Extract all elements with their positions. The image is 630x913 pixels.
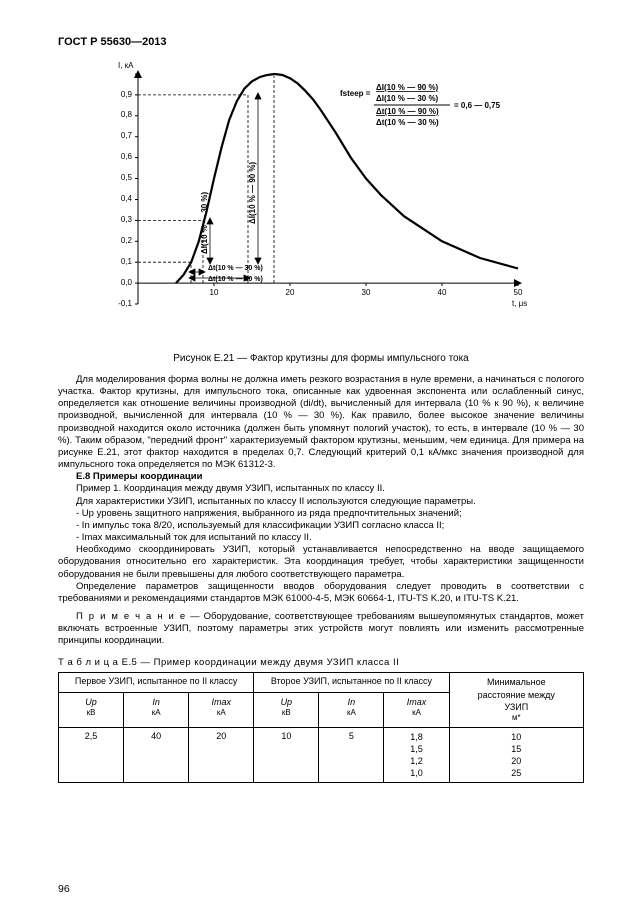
svg-text:0,9: 0,9: [121, 90, 133, 99]
col-imax2: ImaxкА: [384, 693, 449, 728]
svg-text:0,2: 0,2: [121, 236, 133, 245]
svg-text:40: 40: [438, 288, 447, 297]
col-imax1: ImaxкА: [189, 693, 254, 728]
svg-text:0,4: 0,4: [121, 194, 133, 203]
p3: Для характеристики УЗИП, испытанных по к…: [58, 496, 584, 508]
note: П р и м е ч а н и е — Оборудование, соот…: [58, 611, 584, 647]
cell-imax2: 1,8 1,5 1,2 1,0: [384, 727, 449, 783]
p2: Пример 1. Координация между двумя УЗИП, …: [58, 483, 584, 495]
col-in1: InкА: [124, 693, 189, 728]
p5: Определение параметров защищенности ввод…: [58, 581, 584, 605]
table-group3-unit: м*: [452, 713, 581, 724]
coordination-table: Первое УЗИП, испытанное по II классу Вто…: [58, 672, 584, 783]
cell-in2: 5: [319, 727, 384, 783]
p1: Для моделирования форма волны не должна …: [58, 374, 584, 471]
cell-up1: 2,5: [59, 727, 124, 783]
formula-top-1: ΔI(10 % — 90 %): [376, 83, 439, 92]
p4: Необходимо скоординировать УЗИП, который…: [58, 544, 584, 580]
chart-caption: Рисунок Е.21 — Фактор крутизны для формы…: [58, 353, 584, 364]
chart-svg: -0,1 0,0 0,1 0,2 0,3 0,4 0,5 0,6 0,7 0,8…: [98, 54, 528, 344]
rot-label-2: ΔI(10 % — 90 %): [248, 161, 257, 224]
y-axis-label: I, кА: [118, 61, 134, 70]
col-up1: UpкВ: [59, 693, 124, 728]
li3: - Imax максимальный ток для испытаний по…: [58, 532, 584, 544]
formula-bot-1: Δt(10 % — 90 %): [376, 107, 439, 116]
table-group3: Минимальное расстояние между УЗИП м*: [449, 673, 583, 727]
li2: - In импульс тока 8/20, используемый для…: [58, 520, 584, 532]
svg-text:-0,1: -0,1: [118, 299, 132, 308]
table-group2: Второе УЗИП, испытанное по II классу: [254, 673, 449, 693]
table-row: 2,5 40 20 10 5 1,8 1,5 1,2 1,0 10 15 20 …: [59, 727, 584, 783]
svg-text:0,0: 0,0: [121, 278, 133, 287]
svg-text:10: 10: [210, 288, 219, 297]
cell-up2: 10: [254, 727, 319, 783]
bottom-label-1: Δt(10 % — 30 %): [208, 265, 263, 272]
svg-text:0,6: 0,6: [121, 152, 133, 161]
li1: - Up уровень защитного напряжения, выбра…: [58, 508, 584, 520]
svg-text:0,7: 0,7: [121, 131, 133, 140]
cell-imax1: 20: [189, 727, 254, 783]
svg-text:30: 30: [362, 288, 371, 297]
formula-top-2: ΔI(10 % — 30 %): [376, 94, 439, 103]
svg-text:0,5: 0,5: [121, 173, 133, 182]
x-axis-label: t, μs: [512, 299, 527, 308]
formula-rhs: = 0,6 — 0,75: [454, 101, 501, 110]
table-caption: Т а б л и ц а Е.5 — Пример координации м…: [58, 657, 584, 668]
table-group3b: расстояние между: [452, 689, 581, 701]
body-text: Для моделирования форма волны не должна …: [58, 374, 584, 647]
chart-figure: -0,1 0,0 0,1 0,2 0,3 0,4 0,5 0,6 0,7 0,8…: [98, 54, 528, 347]
table-group3c: УЗИП: [452, 701, 581, 713]
doc-header: ГОСТ Р 55630—2013: [58, 36, 584, 48]
svg-text:0,8: 0,8: [121, 110, 133, 119]
cell-dist: 10 15 20 25: [449, 727, 583, 783]
cell-in1: 40: [124, 727, 189, 783]
table-group3a: Минимальное: [452, 676, 581, 688]
svg-text:0,3: 0,3: [121, 215, 133, 224]
col-in2: InкА: [319, 693, 384, 728]
formula-bot-2: Δt(10 % — 30 %): [376, 118, 439, 127]
svg-text:20: 20: [286, 288, 295, 297]
col-up2: UpкВ: [254, 693, 319, 728]
svg-text:0,1: 0,1: [121, 257, 133, 266]
svg-text:50: 50: [514, 288, 523, 297]
page-number: 96: [58, 883, 70, 895]
formula-lhs: fsteep =: [340, 89, 371, 98]
table-group1: Первое УЗИП, испытанное по II классу: [59, 673, 254, 693]
note-label: П р и м е ч а н и е: [76, 611, 186, 622]
bottom-label-2: Δt(10 % — 90 %): [208, 276, 263, 283]
heading-e8: Е.8 Примеры координации: [58, 471, 584, 483]
